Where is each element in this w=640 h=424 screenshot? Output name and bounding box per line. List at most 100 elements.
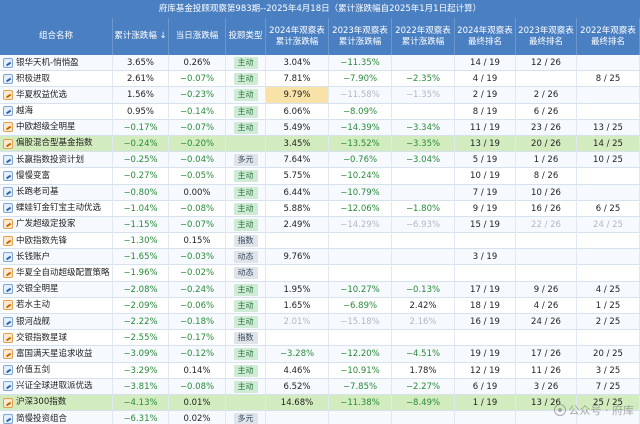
advisor-type-badge: 主动 <box>233 170 258 183</box>
day-cell: −0.07% <box>169 119 226 135</box>
advisor-type-badge: 主动 <box>233 105 258 118</box>
table-row[interactable]: 慢慢变富 −0.27% −0.05% 主动 5.75% −10.24% 10 / 19 8 /… <box>0 168 640 185</box>
y2024-cell: −3.28% <box>266 346 329 362</box>
r2024-cell: 1 / 19 <box>455 394 516 411</box>
y2024-cell: 6.06% <box>266 103 329 119</box>
portfolio-name-cell: 价值五剑 <box>0 362 113 378</box>
fund-chart-icon <box>3 122 13 133</box>
table-row[interactable]: 积极进取 2.61% −0.07% 主动 7.81% −7.90% −2.35% 4 / 19… <box>0 71 640 88</box>
fund-chart-icon <box>3 187 13 198</box>
r2024-cell: 13 / 19 <box>455 135 516 152</box>
r2023-cell: 8 / 26 <box>516 168 577 184</box>
table-row[interactable]: 广发超级定投家 −1.15% −0.07% 主动 2.49% −14.29% −6.93% 1… <box>0 216 640 234</box>
r2024-cell: 6 / 19 <box>455 378 516 394</box>
y2022-cell: −2.35% <box>392 71 455 87</box>
r2023-cell: 2 / 26 <box>516 87 577 103</box>
y2023-cell: −7.90% <box>329 71 392 87</box>
y2024-cell: 14.68% <box>266 394 329 411</box>
advisor-type-cell: 主动 <box>226 184 266 200</box>
advisor-type-cell: 指数 <box>226 233 266 249</box>
r2024-cell: 19 / 19 <box>455 346 516 362</box>
header-r2022: 2022年观察表 最终排名 <box>577 18 640 55</box>
r2023-cell: 23 / 26 <box>516 119 577 135</box>
portfolio-name: 交银指数星球 <box>16 332 68 343</box>
table-row[interactable]: 兴证全球进取派优选 −3.81% −0.08% 主动 6.52% −7.85% −2.27%… <box>0 378 640 395</box>
r2022-cell: 13 / 25 <box>577 119 640 135</box>
cum-cell: −2.09% <box>113 297 169 313</box>
advisor-type-badge: 主动 <box>233 316 258 328</box>
table-row[interactable]: 华夏全自动超级配置策略 −1.96% −0.02% 动态 <box>0 265 640 282</box>
y2023-cell: −6.89% <box>329 297 392 313</box>
r2024-cell: 3 / 19 <box>455 249 516 265</box>
table-row[interactable]: 价值五剑 −3.29% 0.14% 主动 4.46% −10.91% 1.78% 12 / 1… <box>0 362 640 379</box>
cum-cell: −1.04% <box>113 200 169 216</box>
advisor-type-cell: 多元 <box>226 411 266 424</box>
table-row[interactable]: 沪深300指数 −4.13% 0.01% 14.68% −11.38% −8.49% 1 /… <box>0 394 640 412</box>
y2023-cell: −14.29% <box>329 216 392 233</box>
day-cell: −0.07% <box>169 71 226 87</box>
y2024-cell: 5.75% <box>266 168 329 184</box>
day-cell: −0.17% <box>169 330 226 346</box>
table-row[interactable]: 蝶娃钉金钉宝主动优选 −1.04% −0.08% 主动 5.88% −12.06% −1.8… <box>0 200 640 217</box>
r2024-cell: 2 / 19 <box>455 87 516 103</box>
advisor-type-badge: 动态 <box>233 251 258 264</box>
portfolio-name: 华夏全自动超级配置策略 <box>16 267 110 278</box>
fund-chart-icon <box>3 106 13 117</box>
advisor-type-cell: 主动 <box>226 314 266 330</box>
table-row[interactable]: 华夏权益优选 1.56% −0.23% 主动 9.79% −11.58% −1.35% 2 /… <box>0 87 640 104</box>
advisor-type-cell: 主动 <box>226 103 266 119</box>
y2022-cell: −1.35% <box>392 87 455 103</box>
r2023-cell: 11 / 26 <box>516 362 577 378</box>
portfolio-name-cell: 越海 <box>0 103 113 119</box>
table-row[interactable]: 交银指数星球 −2.55% −0.17% 指数 <box>0 330 640 347</box>
y2022-cell <box>392 168 455 184</box>
r2022-cell <box>577 330 640 346</box>
day-cell: −0.18% <box>169 314 226 330</box>
y2023-cell: −10.27% <box>329 281 392 297</box>
table-row[interactable]: 若水主动 −2.09% −0.06% 主动 1.65% −6.89% 2.42% 18 / 1… <box>0 297 640 314</box>
day-cell: −0.04% <box>169 152 226 168</box>
r2022-cell: 8 / 25 <box>577 71 640 87</box>
y2022-cell <box>392 249 455 265</box>
table-row[interactable]: 简慢投资组合 −6.31% 0.02% 多元 <box>0 411 640 424</box>
table-row[interactable]: 长钱账户 −1.65% −0.03% 动态 9.76% 3 / 19 <box>0 249 640 266</box>
y2022-cell: −8.49% <box>392 394 455 411</box>
table-row[interactable]: 交银全明星 −2.08% −0.24% 主动 1.95% −10.27% −0.13% 17 … <box>0 281 640 298</box>
advisor-type-badge: 主动 <box>233 186 258 199</box>
table-row[interactable]: 中欧超级全明星 −0.17% −0.07% 主动 5.49% −14.39% −3.34% 1… <box>0 119 640 136</box>
header-cum[interactable]: 累计涨跌幅 ↓ <box>113 18 169 55</box>
table-row[interactable]: 富国满天星追求收益 −3.09% −0.12% 主动 −3.28% −12.20% −4.5… <box>0 346 640 363</box>
table-row[interactable]: 银河战舰 −2.22% −0.18% 主动 2.01% −15.18% 2.16% 16 / … <box>0 314 640 331</box>
portfolio-name: 交银全明星 <box>16 284 59 295</box>
advisor-type-badge: 主动 <box>233 121 258 134</box>
watermark: 公众号 · 府库 <box>553 402 634 418</box>
y2024-cell: 7.81% <box>266 71 329 87</box>
portfolio-name-cell: 交银指数星球 <box>0 330 113 346</box>
advisor-type-badge: 指数 <box>233 332 258 345</box>
y2022-cell: −2.27% <box>392 378 455 394</box>
r2023-cell: 10 / 26 <box>516 184 577 200</box>
table-header: 组合名称 累计涨跌幅 ↓ 当日涨跌幅 投顾类型 2024年观察表 累计涨跌幅 2023年观… <box>0 18 640 55</box>
cum-cell: −0.27% <box>113 168 169 184</box>
table-row[interactable]: 长跑老司基 −0.80% 0.00% 主动 6.44% −10.79% 7 / 19 10 /… <box>0 184 640 201</box>
cum-cell: −1.30% <box>113 233 169 249</box>
fund-chart-icon <box>3 284 13 295</box>
r2022-cell <box>577 55 640 71</box>
table-row[interactable]: 中欧指数先锋 −1.30% 0.15% 指数 <box>0 233 640 250</box>
fund-chart-icon <box>3 397 13 408</box>
portfolio-name: 长跑老司基 <box>16 187 59 197</box>
r2024-cell: 15 / 19 <box>455 216 516 233</box>
table-row[interactable]: 长赢指数投资计划 −0.25% −0.04% 多元 7.64% −0.76% −3.04% 5… <box>0 152 640 169</box>
y2023-cell: −10.79% <box>329 184 392 200</box>
y2024-cell: 4.46% <box>266 362 329 378</box>
day-cell: −0.12% <box>169 346 226 362</box>
table-row[interactable]: 银华天机-悄悄盈 3.65% 0.26% 主动 3.04% −11.35% 14 / 19 1… <box>0 55 640 72</box>
fund-chart-icon <box>3 219 13 230</box>
cum-cell: −2.08% <box>113 281 169 297</box>
y2022-cell: 2.16% <box>392 314 455 330</box>
advisor-type-cell: 主动 <box>226 281 266 297</box>
table-row[interactable]: 越海 0.95% −0.14% 主动 6.06% −8.09% 8 / 19 6 / 26 <box>0 103 640 120</box>
portfolio-name-cell: 富国满天星追求收益 <box>0 346 113 362</box>
table-row[interactable]: 偏股混合型基金指数 −0.24% −0.20% 3.45% −13.52% −3.35% 1… <box>0 135 640 153</box>
